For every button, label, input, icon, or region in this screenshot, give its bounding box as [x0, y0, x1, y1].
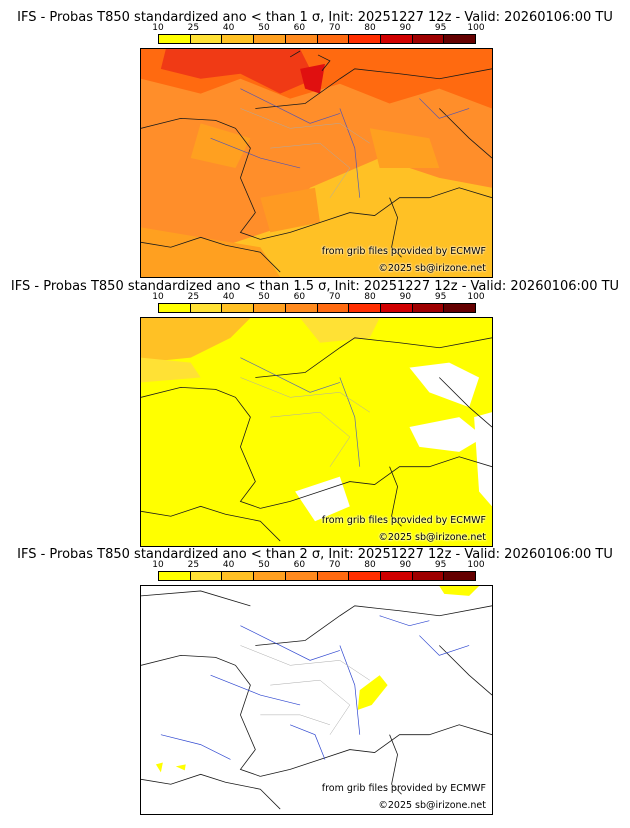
colorbar-segment	[284, 35, 317, 43]
source-note: from grib files provided by ECMWF	[321, 783, 486, 794]
colorbar-ticks: 10 25 40 50 60 70 80 90 95 100	[152, 292, 484, 302]
colorbar-segment	[189, 572, 222, 580]
probability-map: from grib files provided by ECMWF ©2025 …	[140, 48, 493, 278]
colorbar-segment	[443, 572, 476, 580]
colorbar-segment	[159, 35, 190, 43]
colorbar-segment	[411, 572, 444, 580]
colorbar-segment	[316, 572, 349, 580]
colorbar-tick-label: 40	[222, 292, 235, 302]
colorbar-tick-label: 90	[399, 292, 412, 302]
map-panel-1: IFS - Probas T850 standardized ano < tha…	[0, 10, 630, 280]
colorbar	[158, 34, 476, 44]
colorbar-tick-label: 10	[152, 292, 164, 302]
colorbar-ticks: 10 25 40 50 60 70 80 90 95 100	[152, 560, 484, 570]
colorbar-tick-label: 70	[328, 292, 341, 302]
colorbar-tick-label: 100	[467, 23, 485, 33]
colorbar-tick-label: 70	[328, 23, 341, 33]
copyright-note: ©2025 sb@irizone.net	[378, 532, 486, 543]
colorbar-segment	[221, 572, 254, 580]
colorbar-segment	[443, 304, 476, 312]
colorbar-tick-label: 80	[364, 560, 376, 570]
colorbar-segment	[379, 304, 412, 312]
colorbar-segment	[316, 35, 349, 43]
colorbar-segment	[159, 572, 190, 580]
colorbar-segment	[253, 304, 285, 312]
probability-map: from grib files provided by ECMWF ©2025 …	[140, 317, 493, 547]
colorbar-tick-label: 10	[152, 23, 164, 33]
panel-title: IFS - Probas T850 standardized ano < tha…	[17, 547, 613, 562]
colorbar-tick-label: 95	[434, 23, 447, 33]
colorbar-tick-label: 80	[364, 23, 376, 33]
colorbar	[158, 571, 476, 581]
colorbar-segment	[253, 572, 285, 580]
colorbar-tick-label: 60	[293, 560, 306, 570]
source-note: from grib files provided by ECMWF	[321, 515, 486, 526]
map-panel-3: IFS - Probas T850 standardized ano < tha…	[0, 547, 630, 817]
colorbar-tick-label: 10	[152, 560, 164, 570]
colorbar-tick-label: 95	[434, 292, 447, 302]
colorbar-segment	[316, 304, 349, 312]
colorbar-segment	[284, 304, 317, 312]
colorbar-segment	[221, 35, 254, 43]
colorbar-tick-label: 90	[399, 23, 412, 33]
colorbar-segment	[379, 35, 412, 43]
colorbar-tick-label: 25	[187, 560, 200, 570]
colorbar-segment	[348, 35, 380, 43]
panel-title: IFS - Probas T850 standardized ano < tha…	[10, 279, 620, 294]
colorbar-tick-label: 50	[258, 560, 270, 570]
colorbar-segment	[348, 572, 380, 580]
colorbar-segment	[253, 35, 285, 43]
colorbar-tick-label: 70	[328, 560, 341, 570]
colorbar-tick-label: 25	[187, 292, 200, 302]
probability-map: from grib files provided by ECMWF ©2025 …	[140, 585, 493, 815]
copyright-note: ©2025 sb@irizone.net	[378, 800, 486, 811]
colorbar-tick-label: 90	[399, 560, 412, 570]
colorbar-segment	[189, 35, 222, 43]
colorbar-tick-label: 60	[293, 23, 306, 33]
colorbar-tick-label: 95	[434, 560, 447, 570]
colorbar-tick-label: 50	[258, 23, 270, 33]
colorbar	[158, 303, 476, 313]
colorbar-segment	[159, 304, 190, 312]
colorbar-tick-label: 40	[222, 23, 235, 33]
colorbar-segment	[284, 572, 317, 580]
colorbar-segment	[379, 572, 412, 580]
colorbar-segment	[411, 304, 444, 312]
colorbar-tick-label: 100	[467, 560, 485, 570]
colorbar-segment	[411, 35, 444, 43]
colorbar-tick-label: 40	[222, 560, 235, 570]
copyright-note: ©2025 sb@irizone.net	[378, 263, 486, 274]
colorbar-tick-label: 80	[364, 292, 376, 302]
colorbar-tick-label: 100	[467, 292, 485, 302]
colorbar-ticks: 10 25 40 50 60 70 80 90 95 100	[152, 23, 484, 33]
panel-title: IFS - Probas T850 standardized ano < tha…	[17, 10, 613, 25]
colorbar-segment	[189, 304, 222, 312]
map-panel-2: IFS - Probas T850 standardized ano < tha…	[0, 279, 630, 549]
source-note: from grib files provided by ECMWF	[321, 246, 486, 257]
colorbar-tick-label: 50	[258, 292, 270, 302]
colorbar-segment	[443, 35, 476, 43]
colorbar-segment	[221, 304, 254, 312]
colorbar-segment	[348, 304, 380, 312]
colorbar-tick-label: 25	[187, 23, 200, 33]
colorbar-tick-label: 60	[293, 292, 306, 302]
